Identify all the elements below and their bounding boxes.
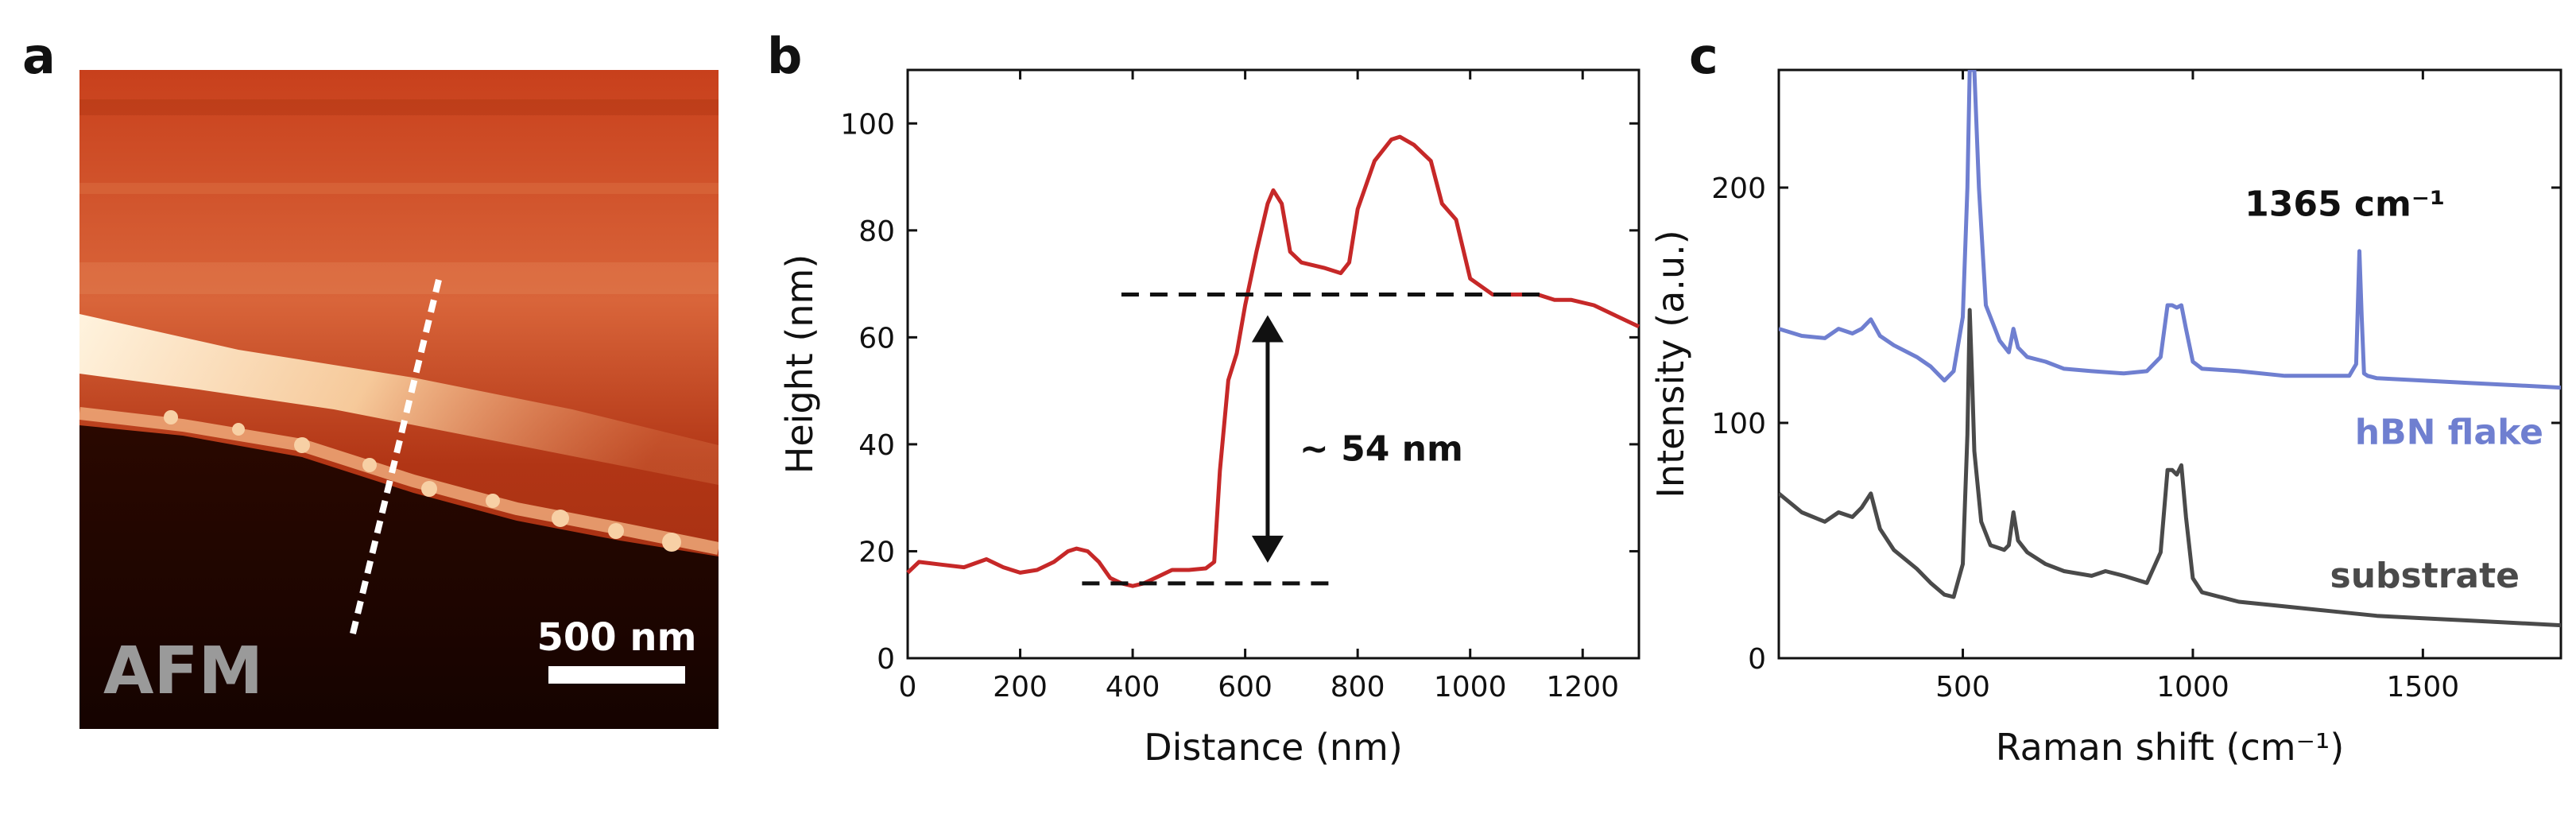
step-arrow-head-down — [1251, 535, 1284, 563]
x-tick-label: 1500 — [2387, 671, 2460, 704]
afm-bright-band — [79, 314, 719, 485]
y-axis-label: Intensity (a.u.) — [1649, 230, 1692, 498]
step-height-label: ~ 54 nm — [1300, 429, 1463, 470]
afm-particles — [164, 410, 681, 552]
y-tick-label: 100 — [1711, 408, 1766, 440]
afm-scanline — [79, 262, 719, 294]
x-tick-label: 1000 — [1434, 671, 1507, 704]
y-tick-label: 200 — [1711, 172, 1766, 205]
hbn-series-label: hBN flake — [2355, 413, 2543, 453]
x-tick-label: 600 — [1218, 671, 1273, 704]
y-tick-label: 80 — [858, 215, 895, 248]
afm-substrate-region — [79, 425, 719, 729]
scale-bar-label: 500 nm — [537, 615, 696, 660]
afm-scanline — [79, 99, 719, 115]
y-tick-label: 20 — [858, 536, 895, 568]
x-tick-label: 0 — [899, 671, 917, 704]
x-tick-label: 200 — [993, 671, 1048, 704]
y-tick-label: 0 — [877, 643, 895, 676]
x-tick-label: 800 — [1331, 671, 1385, 704]
height-profile-line — [906, 134, 1641, 588]
x-tick-label: 400 — [1106, 671, 1160, 704]
panel-c-label: c — [1689, 27, 1718, 85]
hbn-spectrum-line — [1779, 70, 2561, 390]
peak-label: 1365 cm⁻¹ — [2245, 184, 2445, 225]
plot-frame — [1777, 68, 2562, 660]
y-tick-label: 40 — [858, 429, 895, 462]
x-axis-label: Distance (nm) — [1144, 726, 1403, 769]
y-axis-label: Height (nm) — [778, 254, 821, 475]
plot-frame — [906, 68, 1641, 660]
substrate-series-label: substrate — [2330, 556, 2520, 596]
afm-scanline — [79, 183, 719, 194]
x-tick-label: 1200 — [1546, 671, 1619, 704]
raman-chart: 500 1000 1500 0 100 200 Raman shift (cm⁻¹) Inte… — [1649, 68, 2562, 769]
substrate-spectrum-line — [1779, 308, 2561, 628]
scale-bar — [548, 666, 685, 684]
step-arrow-head-up — [1251, 315, 1284, 343]
x-tick-label: 1000 — [2156, 671, 2229, 704]
x-tick-label: 500 — [1935, 671, 1990, 704]
panel-a-label: a — [22, 27, 56, 85]
x-axis-label: Raman shift (cm⁻¹) — [1996, 726, 2345, 769]
height-profile-chart: 0 200 400 600 800 1000 1200 0 20 40 60 80 100 Distanc… — [778, 68, 1641, 769]
panel-b-label: b — [767, 27, 802, 85]
afm-label: AFM — [103, 634, 263, 709]
afm-image: AFM 500 nm — [79, 70, 719, 729]
y-tick-label: 100 — [840, 108, 895, 141]
y-tick-label: 60 — [858, 322, 895, 355]
y-tick-label: 0 — [1748, 643, 1766, 676]
